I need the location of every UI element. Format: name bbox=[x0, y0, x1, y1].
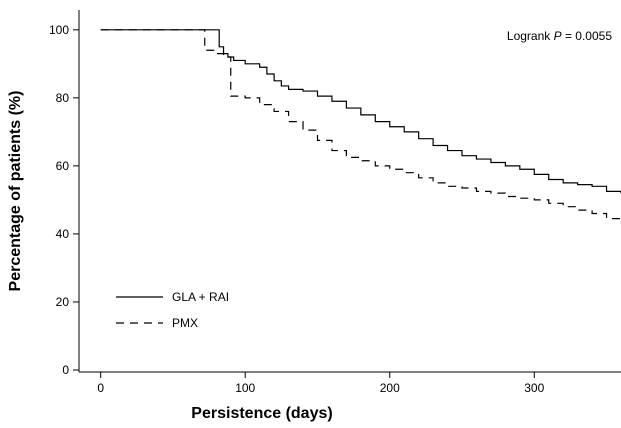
annotation-prefix: Logrank bbox=[507, 29, 554, 43]
y-tick-label-40: 40 bbox=[56, 227, 70, 241]
y-axis-title: Percentage of patients (%) bbox=[7, 91, 24, 292]
x-tick-label-200: 200 bbox=[380, 381, 400, 395]
y-tick-label-100: 100 bbox=[49, 23, 69, 37]
legend-label-gla-rai: GLA + RAI bbox=[172, 290, 229, 304]
x-tick-label-300: 300 bbox=[524, 381, 544, 395]
y-tick-label-60: 60 bbox=[56, 159, 70, 173]
x-axis-title: Persistence (days) bbox=[191, 405, 332, 422]
annotation-p: P bbox=[554, 29, 562, 43]
annotation-value: = 0.0055 bbox=[562, 29, 613, 43]
y-tick-label-0: 0 bbox=[62, 363, 69, 377]
series-line-pmx bbox=[100, 29, 621, 224]
x-tick-label-0: 0 bbox=[97, 381, 104, 395]
x-tick-label-100: 100 bbox=[235, 381, 255, 395]
logrank-annotation: Logrank P = 0.0055 bbox=[507, 29, 612, 43]
legend: GLA + RAI PMX bbox=[116, 290, 229, 330]
series-line-gla-rai bbox=[100, 29, 621, 194]
ticks: 0 20 40 60 80 100 0 100 200 300 bbox=[49, 23, 545, 395]
axes bbox=[78, 10, 621, 373]
y-tick-label-20: 20 bbox=[56, 295, 70, 309]
legend-label-pmx: PMX bbox=[172, 316, 198, 330]
series-layer bbox=[100, 29, 621, 224]
y-tick-label-80: 80 bbox=[56, 91, 70, 105]
